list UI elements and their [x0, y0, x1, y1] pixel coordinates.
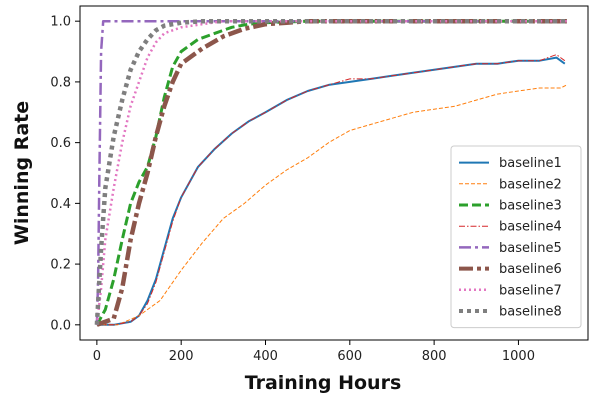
x-tick-label: 0 — [93, 349, 101, 364]
y-tick-label: 1.0 — [50, 15, 71, 30]
x-tick-label: 1000 — [502, 349, 535, 364]
x-tick-label: 800 — [422, 349, 447, 364]
legend-label-baseline2: baseline2 — [499, 177, 562, 192]
legend-label-baseline1: baseline1 — [499, 156, 562, 171]
legend-box — [450, 145, 582, 329]
plot-frame — [79, 5, 589, 341]
x-tick-label: 200 — [169, 349, 194, 364]
x-tick-label: 400 — [253, 349, 278, 364]
series-line-baseline6 — [96, 18, 567, 327]
legend: baseline1 baseline2 baseline3 baseline4 base… — [450, 145, 582, 329]
series-line-baseline4 — [96, 54, 566, 326]
y-tick-label: 0.0 — [50, 318, 71, 333]
legend-label-baseline5: baseline5 — [499, 241, 562, 256]
legend-label-baseline6: baseline6 — [499, 262, 562, 277]
legend-label-baseline3: baseline3 — [499, 199, 562, 214]
legend-label-baseline7: baseline7 — [499, 283, 562, 298]
y-tick-label: 0.8 — [50, 75, 71, 90]
y-axis: 0.0 0.2 0.4 0.6 0.8 1.0 — [50, 15, 80, 333]
series-line-baseline2 — [96, 84, 568, 326]
y-tick-label: 0.2 — [50, 258, 71, 273]
x-axis-title: Training Hours — [245, 372, 402, 394]
y-axis-title: Winning Rate — [11, 101, 33, 245]
legend-label-baseline4: baseline4 — [499, 220, 562, 235]
series-line-baseline8 — [94, 18, 567, 325]
y-tick-label: 0.4 — [50, 197, 71, 212]
x-axis: 0 200 400 600 800 1000 — [93, 340, 535, 364]
series-layer — [94, 18, 568, 327]
legend-label-baseline8: baseline8 — [499, 305, 562, 320]
x-tick-label: 600 — [337, 349, 362, 364]
y-tick-label: 0.6 — [50, 136, 71, 151]
